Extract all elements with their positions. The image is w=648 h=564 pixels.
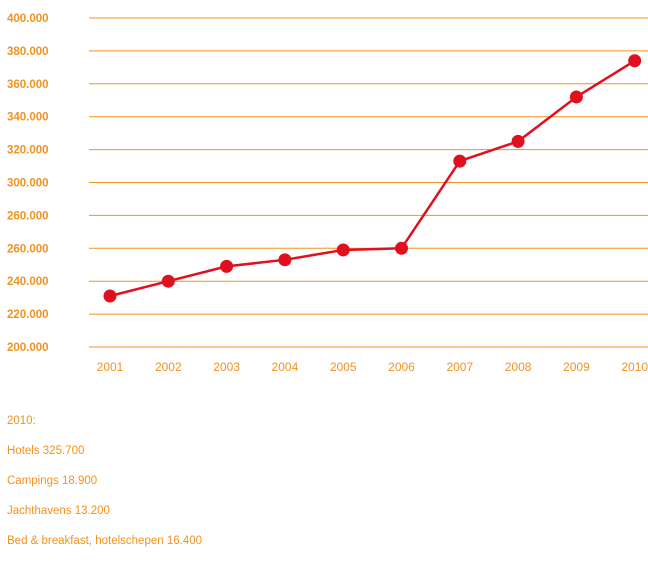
series-line-path bbox=[110, 61, 635, 296]
notes-block: 2010: Hotels 325.700 Campings 18.900 Jac… bbox=[7, 414, 637, 564]
x-tick-label: 2009 bbox=[563, 360, 590, 374]
series-line bbox=[110, 61, 635, 296]
y-tick-label: 340.000 bbox=[7, 112, 49, 124]
y-tick-label: 320.000 bbox=[7, 145, 49, 157]
x-tick-label: 2003 bbox=[213, 360, 240, 374]
data-point bbox=[104, 290, 117, 303]
y-tick-label: 260.000 bbox=[7, 243, 49, 255]
y-tick-label: 260.000 bbox=[7, 210, 49, 222]
note-bed-breakfast: Bed & breakfast, hotelschepen 16.400 bbox=[7, 534, 637, 548]
x-tick-label: 2002 bbox=[155, 360, 182, 374]
data-point bbox=[570, 90, 583, 103]
y-tick-label: 400.000 bbox=[7, 13, 49, 25]
note-hotels: Hotels 325.700 bbox=[7, 444, 637, 458]
x-tick-label: 2004 bbox=[272, 360, 299, 374]
data-point bbox=[512, 135, 525, 148]
y-tick-label: 200.000 bbox=[7, 342, 49, 354]
notes-heading: 2010: bbox=[7, 414, 637, 428]
data-point bbox=[278, 253, 291, 266]
y-tick-label: 220.000 bbox=[7, 309, 49, 321]
x-tick-label: 2008 bbox=[505, 360, 532, 374]
x-tick-label: 2010 bbox=[621, 360, 648, 374]
y-tick-label: 360.000 bbox=[7, 79, 49, 91]
y-tick-label: 300.000 bbox=[7, 178, 49, 190]
data-point bbox=[453, 155, 466, 168]
data-points bbox=[104, 54, 642, 302]
data-point bbox=[220, 260, 233, 273]
y-tick-label: 380.000 bbox=[7, 46, 49, 58]
gridlines bbox=[89, 18, 648, 347]
x-tick-label: 2005 bbox=[330, 360, 357, 374]
data-point bbox=[395, 242, 408, 255]
x-axis-tick-labels: 2001 2002 2003 2004 2005 2006 2007 2008 2009 2010 bbox=[97, 360, 648, 374]
note-campings: Campings 18.900 bbox=[7, 474, 637, 488]
data-point bbox=[628, 54, 641, 67]
y-tick-label: 240.000 bbox=[7, 276, 49, 288]
y-axis-tick-labels: 200.000 220.000 240.000 260.000 260.000 300.0… bbox=[7, 13, 49, 354]
x-tick-label: 2006 bbox=[388, 360, 415, 374]
x-tick-label: 2001 bbox=[97, 360, 124, 374]
data-point bbox=[337, 243, 350, 256]
line-chart: 200.000 220.000 240.000 260.000 260.000 300.0… bbox=[0, 0, 648, 380]
note-jachthavens: Jachthavens 13.200 bbox=[7, 504, 637, 518]
data-point bbox=[162, 275, 175, 288]
x-tick-label: 2007 bbox=[446, 360, 473, 374]
